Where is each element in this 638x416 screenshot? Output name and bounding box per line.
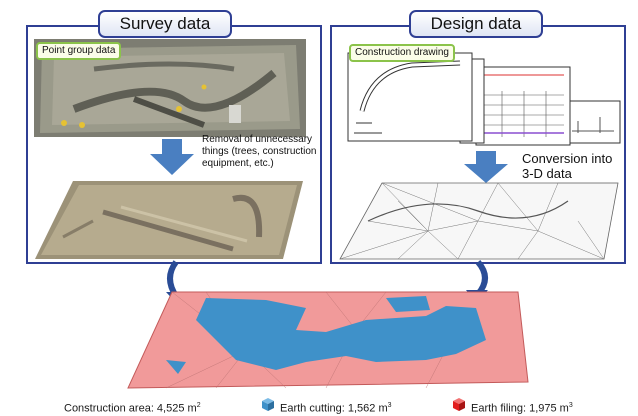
- point-group-photo: [34, 39, 306, 137]
- down-arrow-icon: [464, 151, 508, 183]
- construction-drawing-tag: Construction drawing: [349, 44, 455, 62]
- conversion-note: Conversion into 3-D data: [522, 151, 613, 181]
- earthwork-model: [127, 291, 529, 389]
- filling-cube-icon: [453, 398, 465, 411]
- construction-drawings: [347, 52, 621, 146]
- construction-area-label: Construction area: 4,525 m2: [64, 402, 201, 415]
- cut-area: [196, 298, 486, 370]
- down-arrow-icon: [150, 139, 194, 175]
- survey-data-panel: Survey data Point group data Removal of …: [26, 10, 322, 264]
- point-group-tag: Point group data: [36, 42, 122, 60]
- earth-cutting-label: Earth cutting: 1,562 m3: [280, 402, 392, 415]
- design-3d-wireframe: [339, 182, 619, 260]
- earth-filling-label: Earth filing: 1,975 m3: [471, 402, 573, 415]
- cutting-cube-icon: [262, 398, 274, 411]
- design-data-panel: Design data Construction drawing Convers…: [330, 10, 626, 264]
- removal-note: Removal of unnecessary things (trees, co…: [202, 134, 317, 169]
- survey-data-title: Survey data: [98, 10, 232, 38]
- design-data-title: Design data: [409, 10, 543, 38]
- cleaned-terrain-model: [35, 181, 303, 259]
